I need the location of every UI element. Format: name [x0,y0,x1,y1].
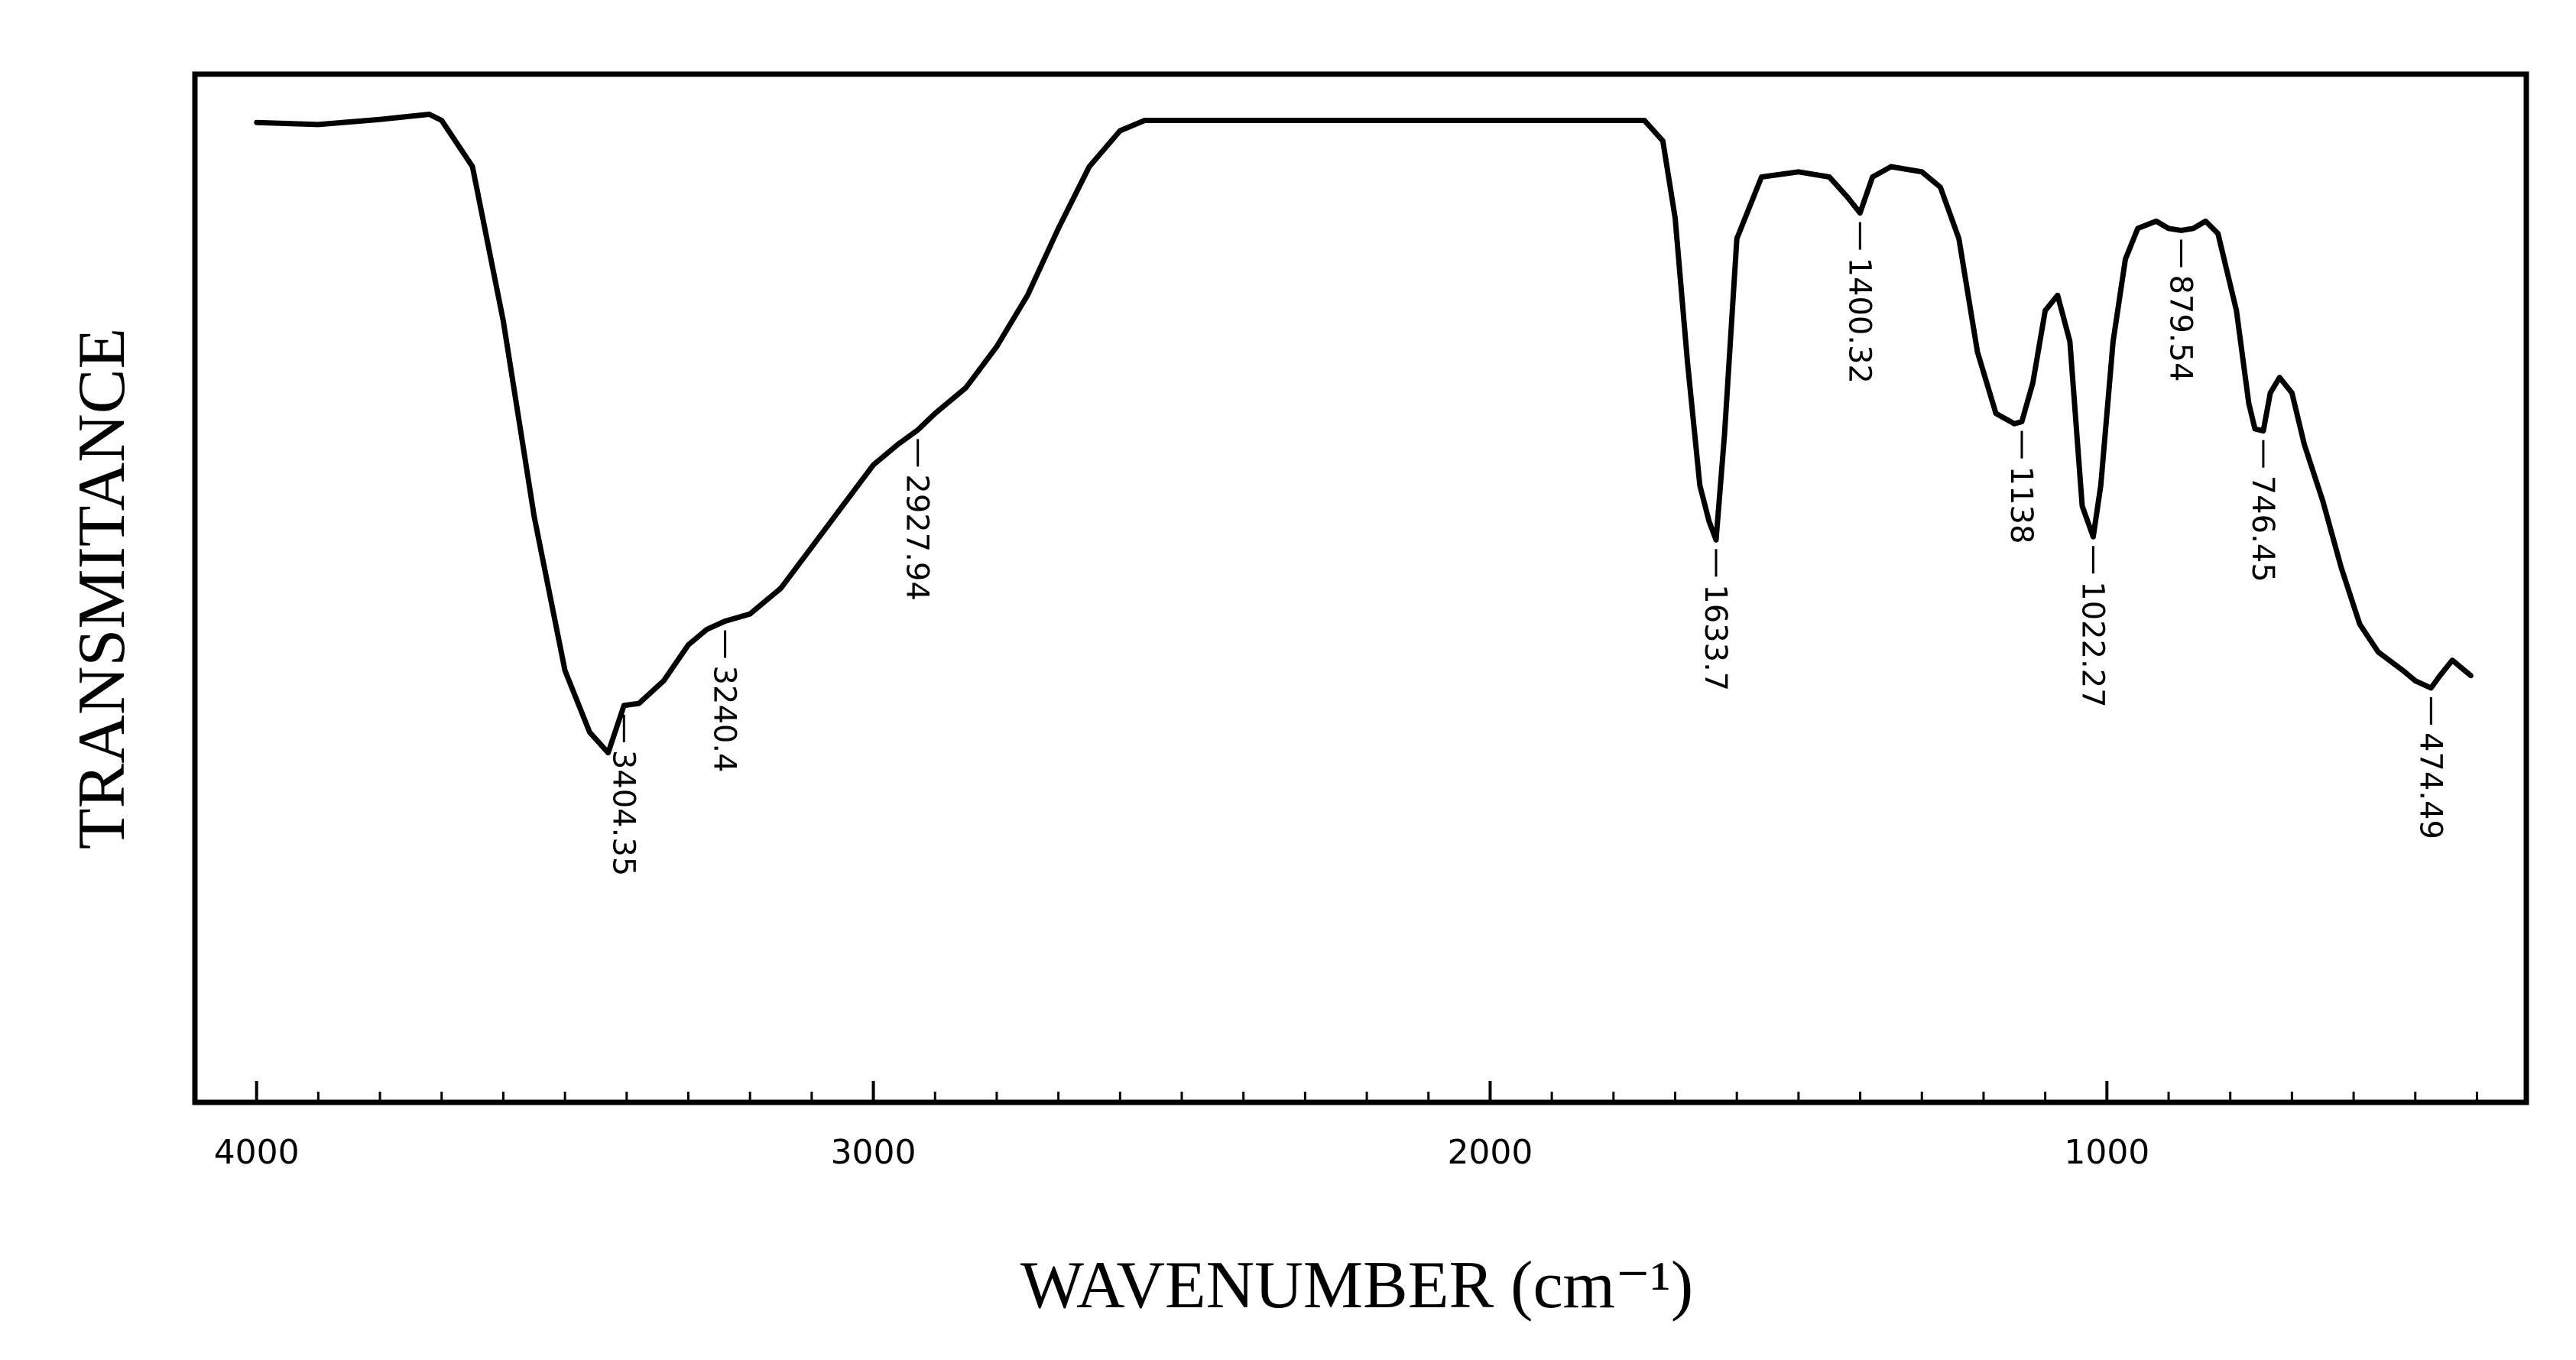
peak-annotation: 1633.7 [1698,549,1733,691]
peak-annotation: 1022.27 [2075,546,2110,708]
peak-label: 2927.94 [900,474,935,600]
peak-label: 746.45 [2245,476,2280,583]
y-axis-title: TRANSMITANCE [65,328,139,849]
peak-annotation: 3240.4 [707,630,742,773]
peak-label: 1400.32 [1841,258,1877,384]
peak-annotation: 1400.32 [1841,222,1877,384]
x-axis-tick-labels: 4000 3000 2000 1000 [214,1133,2150,1172]
peak-label: 879.54 [2163,274,2198,381]
x-tick-label: 4000 [214,1133,300,1172]
plot-frame [192,71,2529,1105]
peak-annotation: 2927.94 [900,439,935,601]
x-axis-title: WAVENUMBER (cm⁻¹) [1020,1248,1693,1323]
x-tick-label: 1000 [2064,1133,2149,1172]
peak-annotation: 474.49 [2412,696,2448,839]
peak-annotation: 879.54 [2163,239,2198,381]
peak-label: 1633.7 [1698,584,1733,691]
peak-annotation: 746.45 [2245,440,2280,583]
x-tick-label: 2000 [1447,1133,1533,1172]
peak-label: 474.49 [2412,732,2448,839]
peak-annotation: 1138 [2003,430,2039,544]
x-tick-label: 3000 [831,1133,917,1172]
peak-annotations: 3404.35 3240.4 2927.94 1633.7 1400.32 1138 102… [605,222,2448,876]
peak-label: 3240.4 [707,666,742,773]
peak-label: 1138 [2003,466,2039,544]
x-axis-ticks [255,1081,2478,1102]
spectrum-line [254,112,2474,756]
peak-label: 1022.27 [2075,581,2110,707]
peak-annotation: 3404.35 [605,714,641,876]
peak-label: 3404.35 [605,750,641,876]
